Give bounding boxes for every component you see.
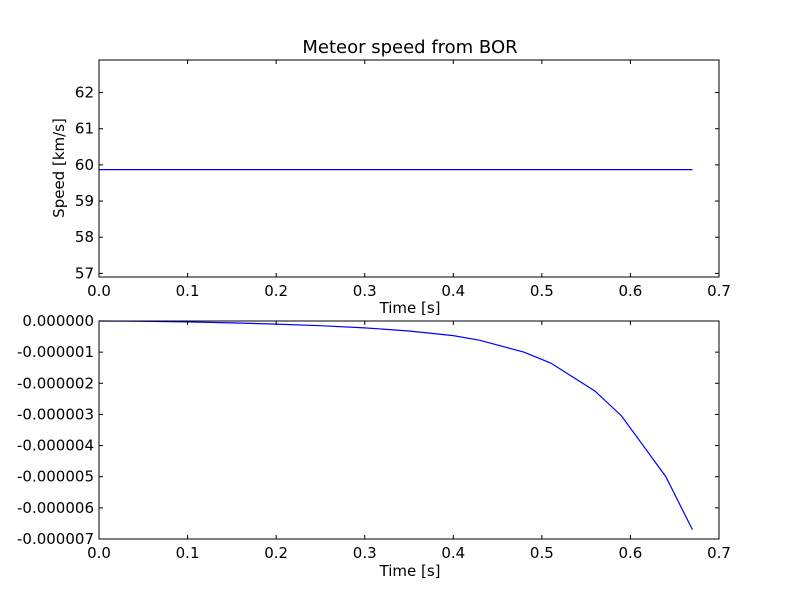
x-tick-label: 0.2 — [264, 544, 288, 562]
y-tick-label: -0.000007 — [17, 530, 94, 548]
x-tick-label: 0.4 — [441, 544, 465, 562]
x-tick-label: 0.6 — [618, 282, 642, 300]
chart-title: Meteor speed from BOR — [302, 37, 517, 58]
y-tick-label: -0.000002 — [17, 374, 94, 392]
x-tick-label: 0.0 — [87, 544, 111, 562]
x-axis-label: Time [s] — [379, 299, 441, 317]
x-tick-label: 0.5 — [530, 544, 554, 562]
x-tick-label: 0.4 — [441, 282, 465, 300]
y-tick-label: -0.000006 — [17, 499, 94, 517]
y-tick-label: 61 — [75, 120, 94, 138]
y-tick-label: 59 — [75, 192, 94, 210]
x-axis-label: Time [s] — [379, 562, 441, 580]
axes-frame — [98, 320, 720, 540]
series-line — [98, 320, 693, 530]
y-tick-label: 57 — [75, 264, 94, 282]
y-tick-label: 58 — [75, 228, 94, 246]
speed-subplot: Meteor speed from BOR Speed [km/s] Time … — [50, 37, 731, 317]
axes-frame — [98, 59, 720, 278]
deceleration-subplot: Time [s] 0.0 0.1 0.2 0.3 0.4 0.5 0.6 0.7 0.00000… — [17, 312, 731, 580]
x-tick-label: 0.1 — [176, 282, 200, 300]
y-tick-label: 0.000000 — [22, 312, 94, 330]
x-tick-label: 0.3 — [353, 544, 377, 562]
x-tick-label: 0.7 — [707, 544, 731, 562]
x-tick-label: 0.2 — [264, 282, 288, 300]
y-tick-label: -0.000005 — [17, 468, 94, 486]
x-tick-label: 0.3 — [353, 282, 377, 300]
x-tick-label: 0.5 — [530, 282, 554, 300]
y-tick-label: -0.000004 — [17, 437, 94, 455]
x-tick-label: 0.1 — [176, 544, 200, 562]
x-tick-label: 0.7 — [707, 282, 731, 300]
y-tick-label: -0.000001 — [17, 343, 94, 361]
x-tick-label: 0.0 — [87, 282, 111, 300]
y-tick-label: 62 — [75, 84, 94, 102]
y-axis-label: Speed [km/s] — [50, 118, 68, 218]
x-tick-label: 0.6 — [618, 544, 642, 562]
y-tick-label: -0.000003 — [17, 405, 94, 423]
y-tick-label: 60 — [75, 156, 94, 174]
